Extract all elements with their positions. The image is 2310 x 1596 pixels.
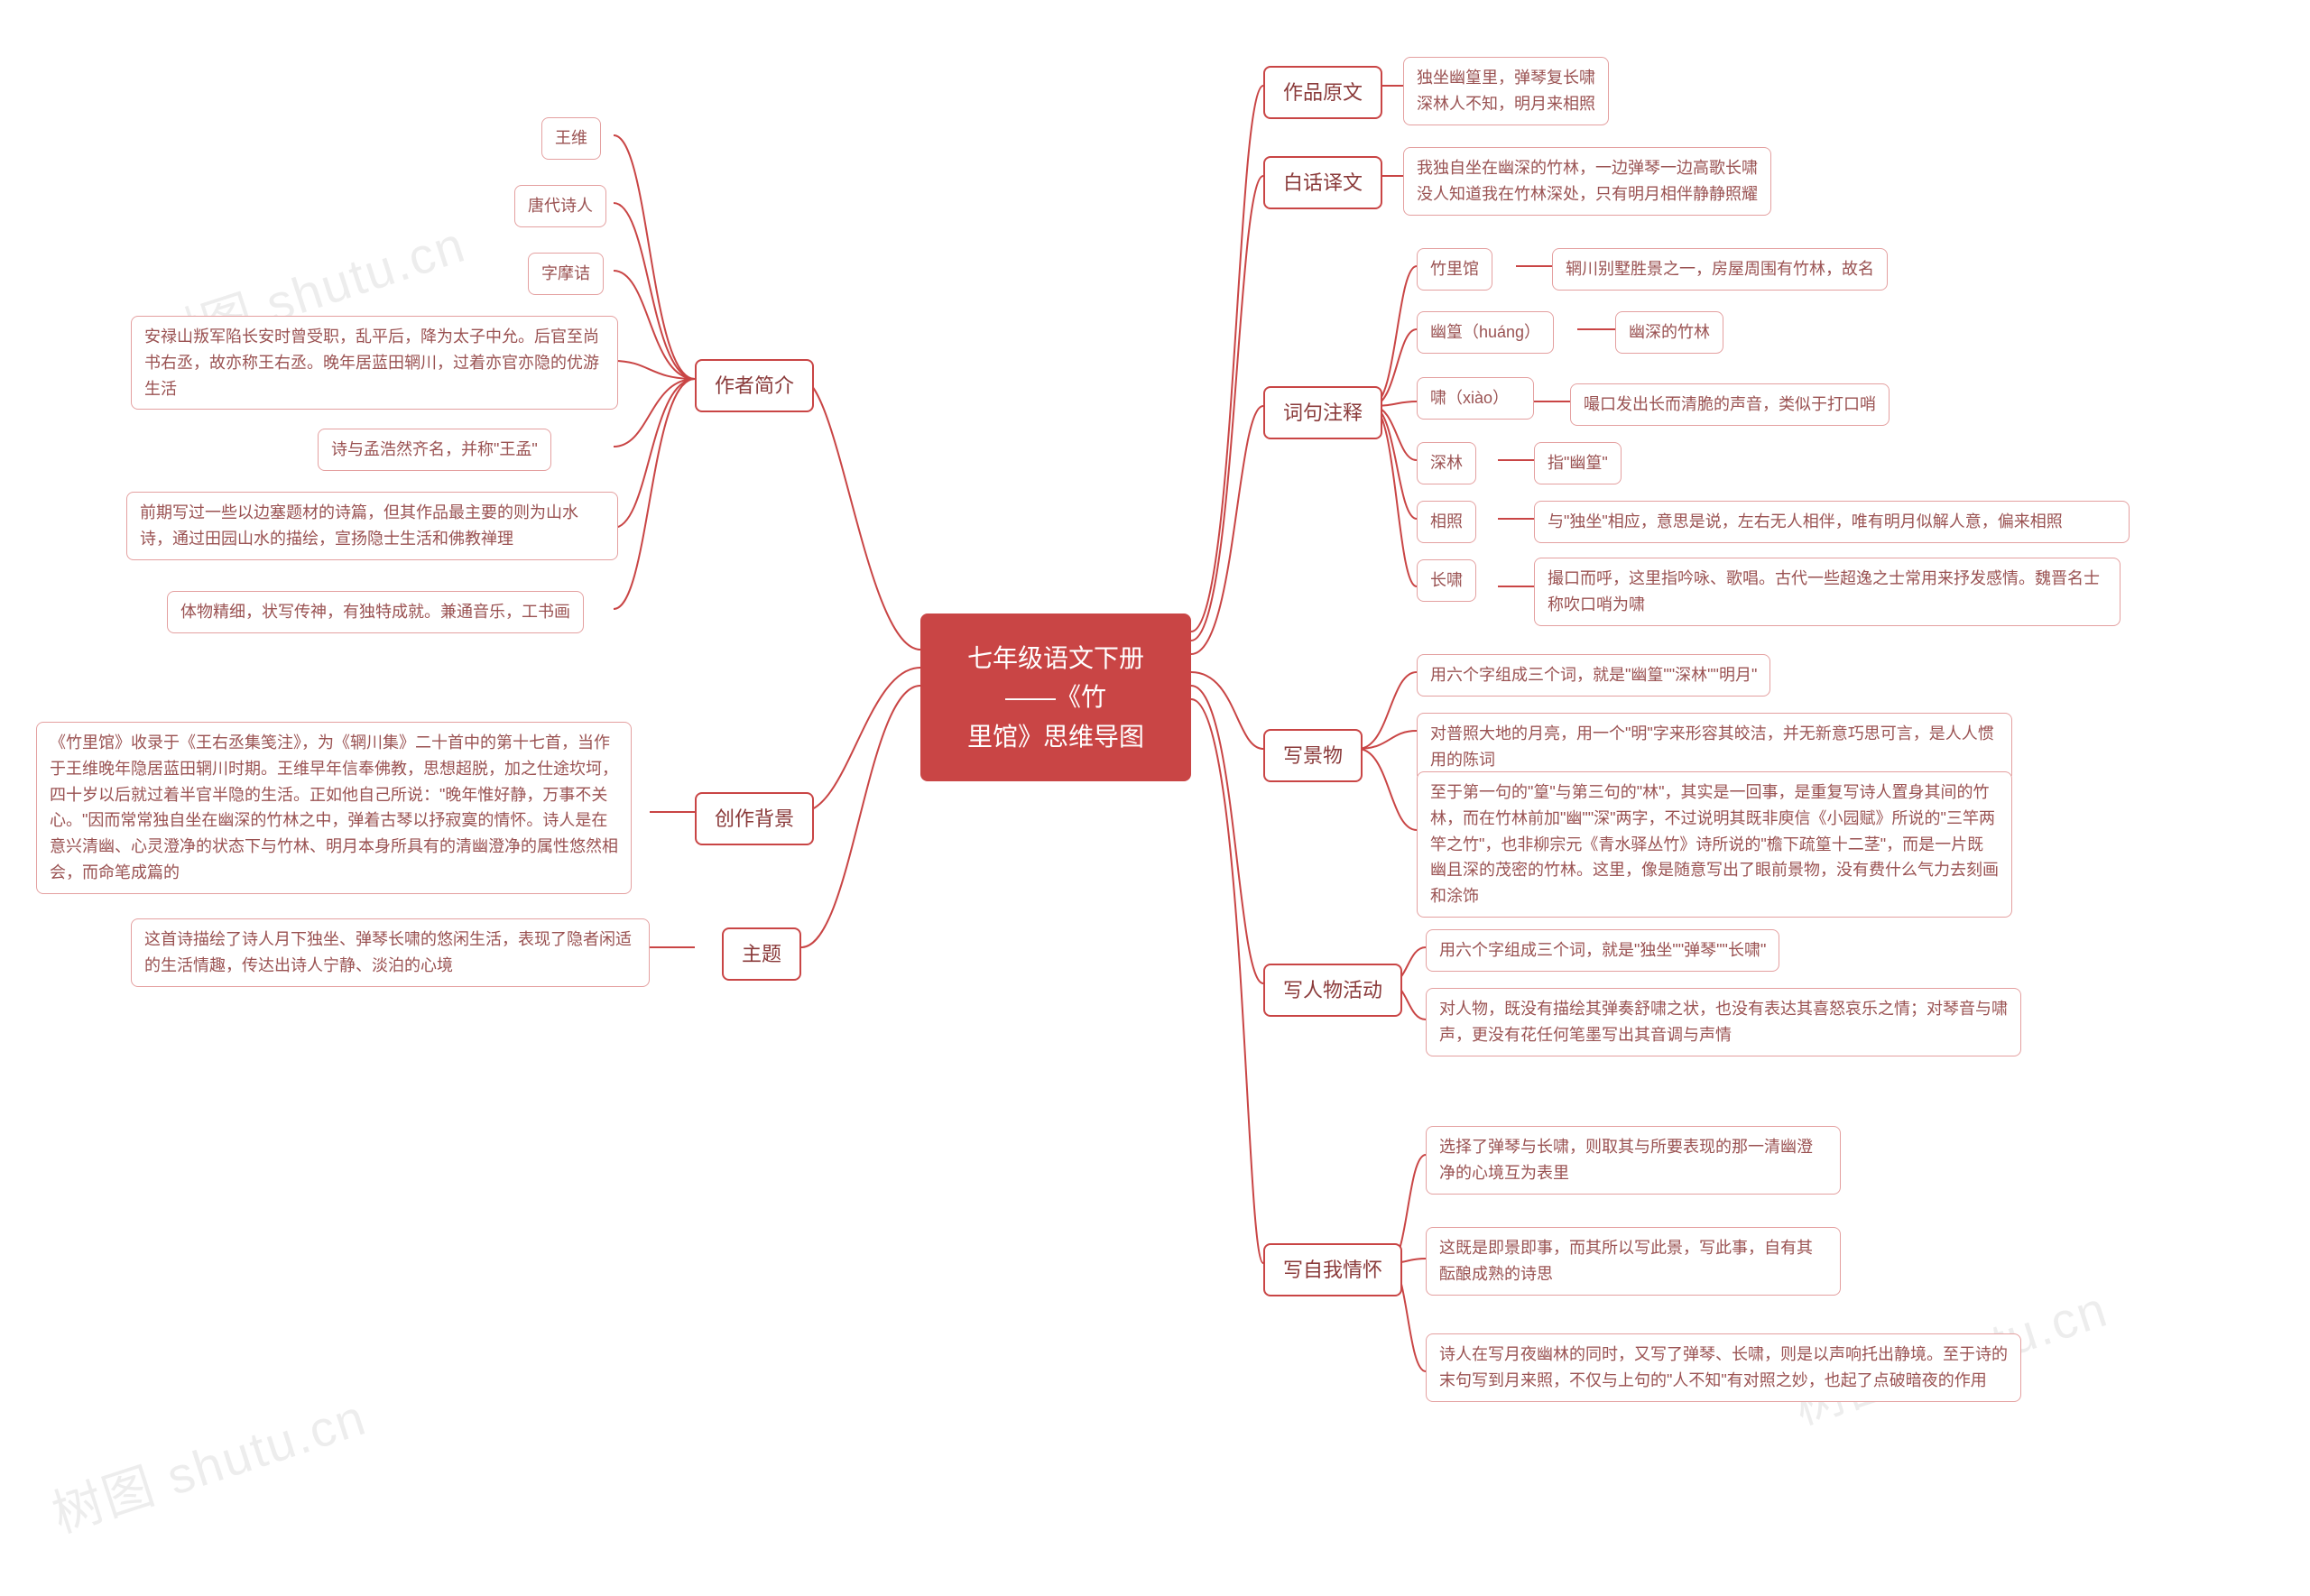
branch-background: 创作背景 [695,792,814,845]
leaf-author-era: 唐代诗人 [514,185,606,227]
branch-author: 作者简介 [695,359,814,412]
leaf-activity-2: 对人物，既没有描绘其弹奏舒啸之状，也没有表达其喜怒哀乐之情；对琴音与啸声，更没有… [1426,988,2021,1056]
leaf-anno-5b: 与"独坐"相应，意思是说，左右无人相伴，唯有明月似解人意，偏来相照 [1534,501,2130,543]
leaf-theme: 这首诗描绘了诗人月下独坐、弹琴长啸的悠闲生活，表现了隐者闲适的生活情趣，传达出诗… [131,918,650,987]
leaf-anno-1b: 辋川别墅胜景之一，房屋周围有竹林，故名 [1552,248,1888,291]
leaf-activity-1: 用六个字组成三个词，就是"独坐""弹琴""长啸" [1426,929,1779,972]
leaf-anno-2a: 幽篁（huáng） [1417,311,1554,354]
leaf-translation: 我独自坐在幽深的竹林，一边弹琴一边高歌长啸 没人知道我在竹林深处，只有明月相伴静… [1403,147,1771,216]
leaf-anno-2b: 幽深的竹林 [1615,311,1723,354]
leaf-scenery-3: 至于第一句的"篁"与第三句的"林"，其实是一回事，是重复写诗人置身其间的竹林，而… [1417,771,2012,918]
mindmap-canvas: 树图 shutu.cn 树图 shutu.cn 树图 shutu.cn [0,0,2310,1596]
leaf-anno-4b: 指"幽篁" [1534,442,1622,484]
leaf-author-name: 王维 [541,117,601,160]
root-line1: 七年级语文下册——《竹 [967,644,1144,711]
branch-translation: 白话译文 [1263,156,1382,209]
branch-theme: 主题 [722,927,801,981]
leaf-author-bio3: 前期写过一些以边塞题材的诗篇，但其作品最主要的则为山水诗，通过田园山水的描绘，宣… [126,492,618,560]
leaf-original: 独坐幽篁里，弹琴复长啸 深林人不知，明月来相照 [1403,57,1609,125]
leaf-author-bio2: 诗与孟浩然齐名，并称"王孟" [318,429,551,471]
leaf-emotion-1: 选择了弹琴与长啸，则取其与所要表现的那一清幽澄净的心境互为表里 [1426,1126,1841,1195]
leaf-anno-5a: 相照 [1417,501,1476,543]
leaf-anno-3b: 嘬口发出长而清脆的声音，类似于打口哨 [1570,383,1890,426]
branch-original: 作品原文 [1263,66,1382,119]
leaf-author-zi: 字摩诘 [528,253,604,295]
leaf-anno-3a: 啸（xiào） [1417,377,1534,420]
leaf-author-bio4: 体物精细，状写传神，有独特成就。兼通音乐，工书画 [167,591,584,633]
watermark: 树图 shutu.cn [42,1377,374,1547]
leaf-scenery-1: 用六个字组成三个词，就是"幽篁""深林""明月" [1417,654,1770,697]
root-node: 七年级语文下册——《竹 里馆》思维导图 [920,613,1191,781]
leaf-author-bio1: 安禄山叛军陷长安时曾受职，乱平后，降为太子中允。后官至尚书右丞，故亦称王右丞。晚… [131,316,618,410]
leaf-emotion-3: 诗人在写月夜幽林的同时，又写了弹琴、长啸，则是以声响托出静境。至于诗的末句写到月… [1426,1333,2021,1402]
leaf-anno-6b: 撮口而呼，这里指吟咏、歌唱。古代一些超逸之士常用来抒发感情。魏晋名士称吹口哨为啸 [1534,558,2121,626]
root-line2: 里馆》思维导图 [967,723,1144,751]
branch-activity: 写人物活动 [1263,964,1402,1017]
leaf-emotion-2: 这既是即景即事，而其所以写此景，写此事，自有其酝酿成熟的诗思 [1426,1227,1841,1296]
leaf-anno-6a: 长啸 [1417,559,1476,602]
leaf-background: 《竹里馆》收录于《王右丞集笺注》，为《辋川集》二十首中的第十七首，当作于王维晚年… [36,722,632,894]
branch-emotion: 写自我情怀 [1263,1243,1402,1296]
leaf-anno-4a: 深林 [1417,442,1476,484]
branch-annotation: 词句注释 [1263,386,1382,439]
leaf-anno-1a: 竹里馆 [1417,248,1492,291]
branch-scenery: 写景物 [1263,729,1363,782]
